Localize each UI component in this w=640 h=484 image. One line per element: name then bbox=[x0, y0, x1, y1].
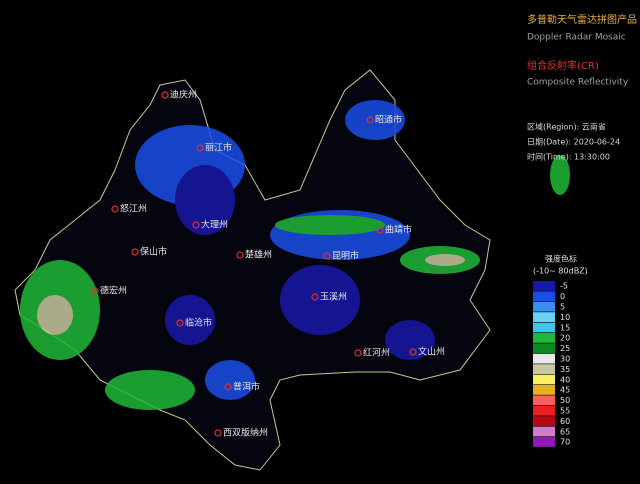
city-label: 昆明市 bbox=[332, 250, 359, 262]
city-marker bbox=[354, 349, 362, 357]
legend-swatch bbox=[533, 437, 555, 447]
date: 日期(Date): 2020-06-24 bbox=[527, 138, 620, 147]
legend-swatch bbox=[533, 426, 555, 437]
city-marker bbox=[366, 116, 374, 124]
city-marker bbox=[214, 429, 222, 437]
city-marker bbox=[131, 248, 139, 256]
legend-label: 10 bbox=[560, 313, 570, 322]
city-label: 曲靖市 bbox=[385, 224, 412, 236]
legend-label: 40 bbox=[560, 375, 570, 384]
city-label: 德宏州 bbox=[100, 285, 127, 297]
radar-echoes bbox=[20, 100, 570, 410]
city-label: 迪庆州 bbox=[170, 89, 197, 101]
time: 时间(Time): 13:30:00 bbox=[527, 152, 610, 162]
city-label: 楚雄州 bbox=[245, 249, 272, 261]
city-marker bbox=[311, 293, 319, 301]
city-label: 大理州 bbox=[201, 219, 228, 231]
city-marker bbox=[236, 251, 244, 259]
city-marker bbox=[224, 383, 232, 391]
city-label: 保山市 bbox=[140, 246, 167, 258]
radar-echo bbox=[37, 295, 73, 335]
radar-echo bbox=[345, 100, 405, 140]
radar-echo bbox=[280, 265, 360, 335]
title-en: Doppler Radar Mosaic bbox=[527, 33, 626, 43]
legend-swatch bbox=[533, 281, 555, 291]
city-label: 文山州 bbox=[418, 346, 445, 358]
legend-label: 45 bbox=[560, 386, 570, 395]
city-label: 玉溪州 bbox=[320, 291, 347, 303]
legend-title: 强度色标 bbox=[545, 254, 577, 264]
legend-label: 55 bbox=[560, 407, 570, 416]
city-marker bbox=[409, 348, 417, 356]
city-marker bbox=[161, 91, 169, 99]
legend-swatch bbox=[533, 353, 555, 364]
legend-label: -5 bbox=[560, 282, 568, 291]
legend-swatch bbox=[533, 374, 555, 385]
legend-label: 15 bbox=[560, 323, 570, 332]
city-label: 昭通市 bbox=[375, 114, 402, 126]
province-outline bbox=[14, 69, 491, 471]
radar-echo bbox=[165, 295, 215, 345]
city-label: 红河州 bbox=[363, 347, 390, 359]
legend-label: 35 bbox=[560, 365, 570, 374]
city-marker bbox=[376, 226, 384, 234]
product-cn: 组合反射率(CR) bbox=[527, 59, 599, 72]
city-label: 西双版纳州 bbox=[223, 427, 268, 439]
legend-label: 30 bbox=[560, 355, 570, 364]
title-cn: 多普勒天气雷达拼图产品 bbox=[527, 13, 637, 26]
legend-label: 25 bbox=[560, 344, 570, 353]
legend-swatch bbox=[533, 322, 555, 333]
legend-swatch bbox=[533, 416, 555, 426]
city-marker bbox=[196, 144, 204, 152]
legend-swatch bbox=[533, 291, 555, 302]
city-marker bbox=[323, 252, 331, 260]
region: 区域(Region): 云南省 bbox=[527, 122, 606, 132]
legend-swatch bbox=[533, 405, 555, 416]
legend-swatch bbox=[533, 343, 555, 354]
legend-label: 20 bbox=[560, 334, 570, 343]
radar-echo bbox=[385, 320, 435, 360]
city-label: 怒江州 bbox=[120, 203, 147, 215]
legend-swatch bbox=[533, 333, 555, 343]
legend-range: (-10~ 80dBZ) bbox=[533, 267, 588, 276]
legend-label: 5 bbox=[560, 303, 565, 312]
legend-swatch bbox=[533, 312, 555, 322]
radar-echo bbox=[425, 254, 465, 266]
city-marker bbox=[192, 221, 200, 229]
city-marker bbox=[111, 205, 119, 213]
radar-echo bbox=[175, 165, 235, 235]
legend-swatch bbox=[533, 364, 555, 374]
product-en: Composite Reflectivity bbox=[527, 78, 629, 88]
legend-swatch bbox=[533, 301, 555, 312]
radar-echo bbox=[205, 360, 255, 400]
legend-label: 70 bbox=[560, 438, 570, 447]
city-label: 临沧市 bbox=[185, 317, 212, 329]
city-label: 普洱市 bbox=[233, 381, 260, 393]
legend-label: 60 bbox=[560, 417, 570, 426]
legend-label: 50 bbox=[560, 396, 570, 405]
radar-echo bbox=[105, 370, 195, 410]
legend-swatch bbox=[533, 395, 555, 406]
city-label: 丽江市 bbox=[205, 142, 232, 154]
city-marker bbox=[176, 319, 184, 327]
legend-label: 0 bbox=[560, 292, 565, 301]
radar-echo bbox=[550, 155, 570, 195]
legend-label: 65 bbox=[560, 427, 570, 436]
legend-swatch bbox=[533, 385, 555, 395]
radar-echo bbox=[275, 215, 385, 235]
city-marker bbox=[91, 287, 99, 295]
